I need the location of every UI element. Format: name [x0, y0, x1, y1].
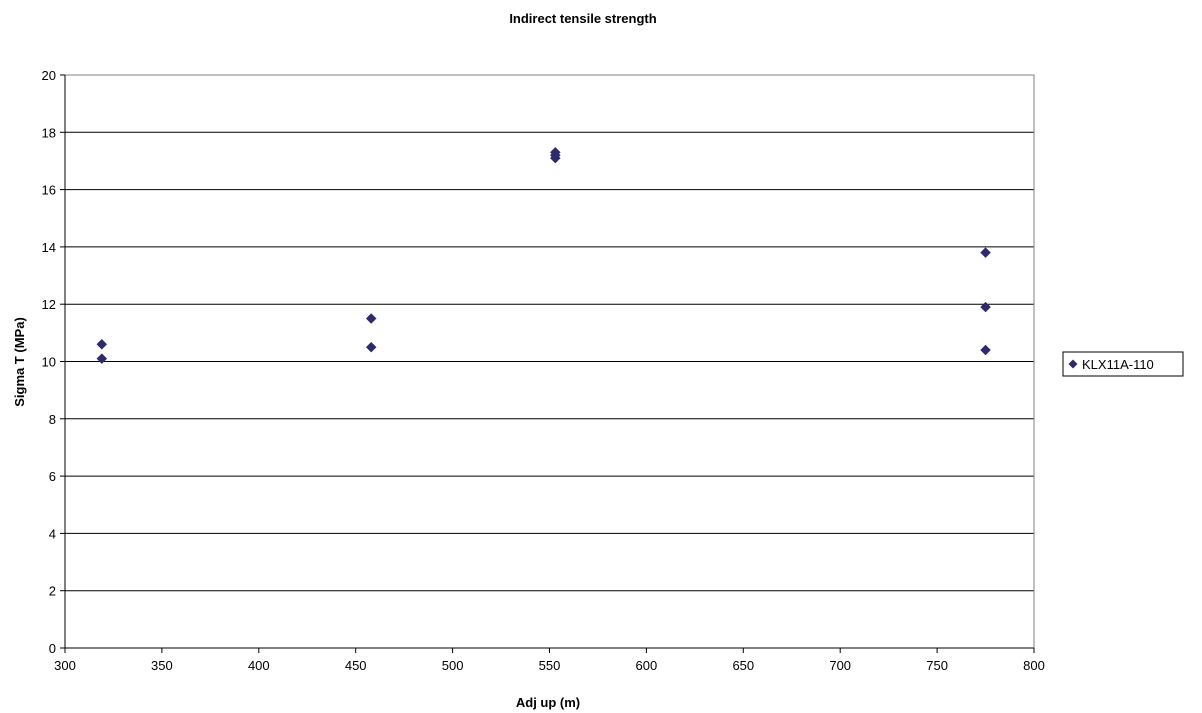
data-point	[365, 341, 377, 353]
y-axis-ticks: 0 2 4 6 8 10 12 14 16 18 20	[42, 68, 65, 656]
y-tick-label: 18	[42, 125, 56, 140]
y-tick-label: 0	[49, 641, 56, 656]
x-tick-label: 750	[926, 658, 948, 673]
data-point	[980, 301, 991, 313]
x-tick-label: 500	[442, 658, 464, 673]
x-tick-label: 650	[732, 658, 754, 673]
x-tick-label: 300	[54, 658, 76, 673]
x-axis-label: Adj up (m)	[516, 695, 580, 710]
x-tick-label: 400	[248, 658, 270, 673]
y-tick-label: 6	[49, 469, 56, 484]
legend-marker-icon	[1068, 359, 1078, 369]
x-tick-label: 550	[539, 658, 561, 673]
y-tick-label: 8	[49, 412, 56, 427]
y-tick-label: 12	[42, 297, 56, 312]
chart-title: Indirect tensile strength	[509, 11, 656, 26]
legend-label: KLX11A-110	[1082, 357, 1154, 372]
y-tick-label: 20	[42, 68, 56, 83]
x-axis-ticks: 300 350 400 450 500 550 600 650 700 750 800	[54, 648, 1045, 673]
gridlines	[65, 74, 1034, 592]
y-axis-label: Sigma T (MPa)	[12, 317, 27, 407]
x-tick-label: 350	[151, 658, 173, 673]
data-points	[96, 147, 991, 364]
y-tick-label: 10	[42, 355, 56, 370]
data-point	[365, 313, 377, 324]
data-point	[96, 338, 108, 350]
legend: KLX11A-110	[1062, 351, 1184, 377]
x-tick-label: 600	[636, 658, 658, 673]
x-tick-label: 800	[1023, 658, 1045, 673]
x-tick-label: 700	[829, 658, 851, 673]
x-tick-label: 450	[345, 658, 367, 673]
y-tick-label: 4	[49, 526, 56, 541]
y-tick-label: 14	[42, 240, 56, 255]
legend-box	[1062, 351, 1184, 377]
data-point	[980, 247, 991, 258]
data-point	[96, 353, 108, 364]
y-tick-label: 2	[49, 584, 56, 599]
y-tick-label: 16	[42, 183, 56, 198]
data-point	[549, 152, 561, 164]
data-point	[980, 344, 991, 356]
